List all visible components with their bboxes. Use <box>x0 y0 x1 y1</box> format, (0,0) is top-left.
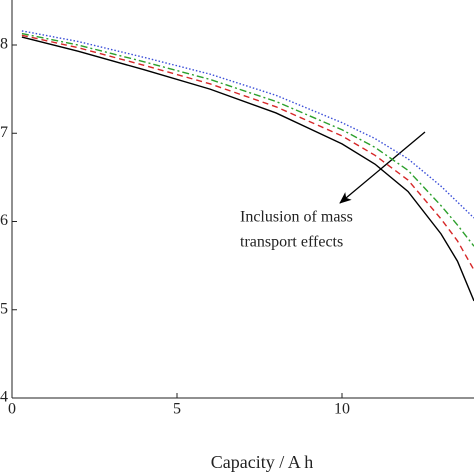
line <box>21 30 474 219</box>
y-tick-label: 7 <box>0 124 8 141</box>
annotation: Inclusion of mass <box>240 209 353 226</box>
x-tick-label: 0 <box>8 401 16 418</box>
y-tick-label: 6 <box>0 212 8 229</box>
line <box>21 32 474 247</box>
x-tick-label: 5 <box>173 401 181 418</box>
y-tick-label: 5 <box>0 300 8 317</box>
annotation: transport effects <box>240 234 343 251</box>
line <box>21 36 474 302</box>
y-tick-label: 4 <box>0 389 8 406</box>
line <box>21 34 474 271</box>
arrow <box>339 131 426 204</box>
y-tick-label: 8 <box>0 36 8 53</box>
x-axis-label: Capacity / A h <box>211 452 314 472</box>
x-tick-label: 10 <box>334 401 350 418</box>
